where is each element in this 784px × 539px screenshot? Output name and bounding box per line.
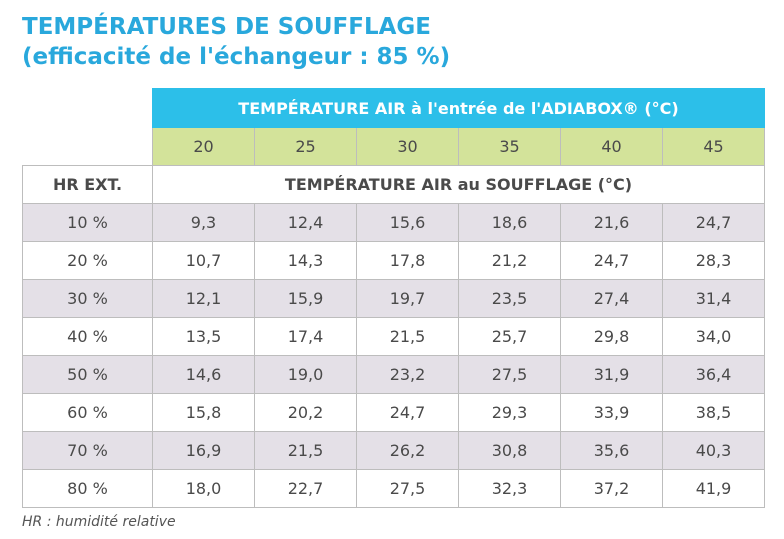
empty-cell	[23, 128, 153, 166]
cell: 21,5	[356, 316, 459, 356]
cell: 27,5	[458, 354, 561, 394]
cell: 19,0	[254, 354, 357, 394]
row-header-label: HR EXT.	[22, 164, 153, 204]
table-row: 20 25 30 35 40 45	[23, 127, 765, 166]
cell: 14,6	[152, 354, 255, 394]
cell: 21,2	[458, 240, 561, 280]
cell: 23,2	[356, 354, 459, 394]
cell: 33,9	[560, 392, 663, 432]
cell: 9,3	[152, 202, 255, 242]
row-label: 20 %	[22, 240, 153, 280]
title: TEMPÉRATURES DE SOUFFLAGE	[22, 14, 432, 40]
table: TEMPÉRATURE AIR à l'entrée de l'ADIABOX®…	[22, 88, 765, 508]
table-row: 80 % 18,0 22,7 27,5 32,3 37,2 41,9	[22, 468, 765, 508]
cell: 15,8	[152, 392, 255, 432]
cell: 31,9	[560, 354, 663, 394]
table-row: 50 % 14,6 19,0 23,2 27,5 31,9 36,4	[22, 354, 765, 394]
column-header: 45	[662, 127, 765, 166]
row-label: 80 %	[22, 468, 153, 508]
table-row: TEMPÉRATURE AIR à l'entrée de l'ADIABOX®…	[23, 88, 765, 128]
cell: 16,9	[152, 430, 255, 470]
cell: 15,6	[356, 202, 459, 242]
cell: 41,9	[662, 468, 765, 508]
cell: 35,6	[560, 430, 663, 470]
cell: 31,4	[662, 278, 765, 318]
row-label: 70 %	[22, 430, 153, 470]
table-row: 20 % 10,7 14,3 17,8 21,2 24,7 28,3	[22, 240, 765, 280]
table-row: 30 % 12,1 15,9 19,7 23,5 27,4 31,4	[22, 278, 765, 318]
cell: 40,3	[662, 430, 765, 470]
row-label: 50 %	[22, 354, 153, 394]
cell: 24,7	[356, 392, 459, 432]
cell: 24,7	[662, 202, 765, 242]
column-header: 35	[458, 127, 561, 166]
row-label: 30 %	[22, 278, 153, 318]
empty-cell	[23, 89, 153, 128]
cell: 17,4	[254, 316, 357, 356]
column-header: 30	[356, 127, 459, 166]
cell: 14,3	[254, 240, 357, 280]
cell: 29,3	[458, 392, 561, 432]
row-label: 40 %	[22, 316, 153, 356]
cell: 29,8	[560, 316, 663, 356]
cell: 28,3	[662, 240, 765, 280]
cell: 21,5	[254, 430, 357, 470]
cell: 18,0	[152, 468, 255, 508]
table-row: 60 % 15,8 20,2 24,7 29,3 33,9 38,5	[22, 392, 765, 432]
cell: 37,2	[560, 468, 663, 508]
cell: 12,4	[254, 202, 357, 242]
cell: 32,3	[458, 468, 561, 508]
cell: 30,8	[458, 430, 561, 470]
cell: 19,7	[356, 278, 459, 318]
column-header: 20	[152, 127, 255, 166]
table-row: 40 % 13,5 17,4 21,5 25,7 29,8 34,0	[22, 316, 765, 356]
column-header: 40	[560, 127, 663, 166]
cell: 34,0	[662, 316, 765, 356]
column-header: 25	[254, 127, 357, 166]
row-label: 60 %	[22, 392, 153, 432]
cell: 27,4	[560, 278, 663, 318]
cell: 24,7	[560, 240, 663, 280]
cell: 10,7	[152, 240, 255, 280]
top-header: TEMPÉRATURE AIR à l'entrée de l'ADIABOX®…	[152, 88, 765, 128]
cell: 27,5	[356, 468, 459, 508]
cell: 22,7	[254, 468, 357, 508]
cell: 15,9	[254, 278, 357, 318]
cell: 26,2	[356, 430, 459, 470]
cell: 38,5	[662, 392, 765, 432]
cell: 12,1	[152, 278, 255, 318]
table-row: 70 % 16,9 21,5 26,2 30,8 35,6 40,3	[22, 430, 765, 470]
cell: 17,8	[356, 240, 459, 280]
row-label: 10 %	[22, 202, 153, 242]
cell: 13,5	[152, 316, 255, 356]
cell: 21,6	[560, 202, 663, 242]
cell: 18,6	[458, 202, 561, 242]
footnote: HR : humidité relative	[22, 514, 176, 530]
cell: 36,4	[662, 354, 765, 394]
table-row: 10 % 9,3 12,4 15,6 18,6 21,6 24,7	[22, 202, 765, 242]
cell: 23,5	[458, 278, 561, 318]
cell: 25,7	[458, 316, 561, 356]
table-row: HR EXT. TEMPÉRATURE AIR au SOUFFLAGE (°C)	[22, 164, 765, 204]
cell: 20,2	[254, 392, 357, 432]
subtitle: (efficacité de l'échangeur : 85 %)	[22, 44, 451, 70]
sub-header: TEMPÉRATURE AIR au SOUFFLAGE (°C)	[152, 164, 765, 204]
